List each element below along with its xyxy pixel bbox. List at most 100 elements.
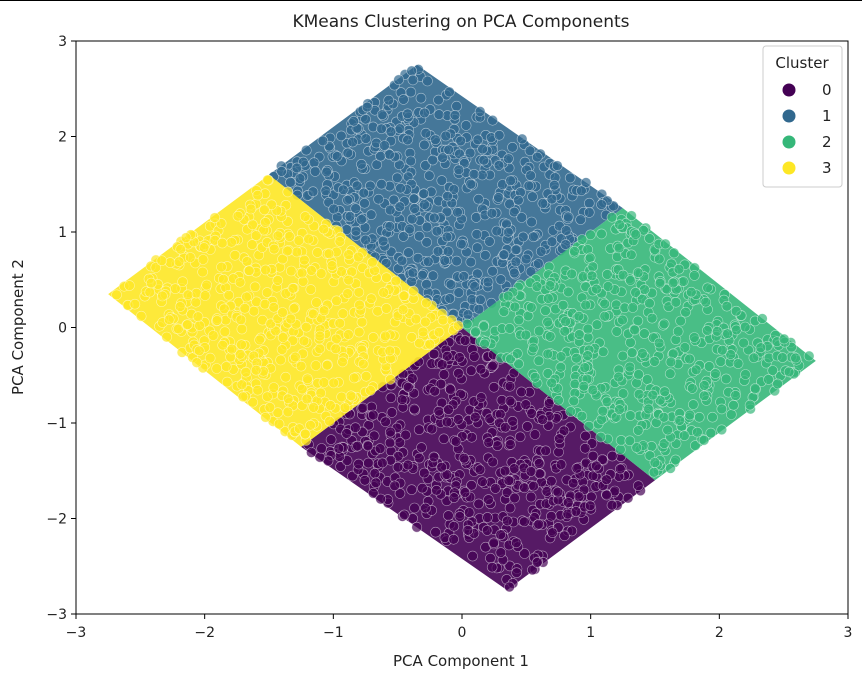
scatter-point <box>438 369 450 380</box>
scatter-point <box>433 326 445 338</box>
scatter-point <box>790 352 801 364</box>
scatter-point <box>436 461 448 473</box>
scatter-point <box>365 209 377 220</box>
scatter-point <box>276 344 288 355</box>
scatter-point <box>472 268 483 280</box>
scatter-point <box>547 527 558 539</box>
scatter-point <box>562 286 574 298</box>
scatter-point <box>483 494 494 505</box>
scatter-point <box>606 499 618 511</box>
scatter-point <box>495 529 507 541</box>
scatter-point <box>150 262 162 273</box>
scatter-point <box>334 317 346 329</box>
scatter-point <box>261 287 273 298</box>
scatter-point <box>626 210 637 221</box>
scatter-point <box>427 154 439 166</box>
scatter-point <box>248 305 260 317</box>
scatter-point <box>528 342 539 354</box>
scatter-point <box>625 410 636 421</box>
scatter-point <box>690 364 702 376</box>
scatter-point <box>487 265 498 277</box>
scatter-point <box>324 415 335 427</box>
scatter-point <box>576 410 588 422</box>
scatter-point <box>399 509 410 521</box>
scatter-point <box>291 162 303 174</box>
scatter-point <box>318 305 330 317</box>
scatter-point <box>260 217 271 228</box>
scatter-point <box>595 431 607 443</box>
scatter-point <box>448 533 459 545</box>
scatter-point <box>451 255 462 267</box>
scatter-point <box>232 210 244 222</box>
scatter-point <box>540 305 551 317</box>
scatter-point <box>614 404 625 415</box>
scatter-point <box>350 225 362 237</box>
scatter-point <box>545 510 557 522</box>
scatter-point <box>639 284 650 295</box>
scatter-point <box>182 289 194 301</box>
scatter-point <box>725 349 737 360</box>
scatter-point <box>673 263 685 275</box>
scatter-point <box>282 406 294 418</box>
scatter-point <box>436 359 448 370</box>
scatter-point <box>763 374 774 385</box>
scatter-point <box>299 211 311 222</box>
scatter-point <box>331 295 342 307</box>
scatter-point <box>419 199 430 210</box>
scatter-point <box>417 269 428 281</box>
scatter-point <box>513 194 524 206</box>
scatter-point <box>350 203 362 214</box>
scatter-point <box>334 236 346 247</box>
scatter-point <box>559 530 570 542</box>
window-top-border <box>0 0 862 1</box>
scatter-point <box>385 126 397 137</box>
scatter-point <box>454 511 466 522</box>
scatter-point <box>241 291 252 303</box>
scatter-point <box>161 331 172 343</box>
scatter-point <box>411 521 423 533</box>
scatter-point <box>369 468 381 479</box>
scatter-point <box>277 253 288 265</box>
scatter-point <box>173 256 185 268</box>
scatter-point <box>728 399 739 411</box>
scatter-point <box>407 74 419 86</box>
scatter-point <box>309 166 321 177</box>
scatter-point <box>308 157 320 168</box>
scatter-point <box>367 409 379 421</box>
scatter-point <box>459 335 471 346</box>
scatter-point <box>211 315 223 326</box>
legend-marker <box>782 83 796 97</box>
scatter-point <box>487 360 498 372</box>
scatter-point <box>350 422 361 434</box>
scatter-point <box>504 395 516 407</box>
scatter-point <box>462 524 474 536</box>
scatter-point <box>469 281 481 292</box>
scatter-point <box>488 537 500 549</box>
scatter-point <box>421 297 432 309</box>
scatter-point <box>484 236 495 247</box>
scatter-point <box>582 350 593 361</box>
scatter-point <box>483 437 495 448</box>
scatter-point <box>385 426 396 438</box>
scatter-point <box>431 225 443 237</box>
scatter-point <box>192 311 204 323</box>
scatter-point <box>394 437 406 448</box>
scatter-point <box>465 256 477 268</box>
scatter-point <box>803 350 815 362</box>
scatter-point <box>573 329 585 340</box>
scatter-point <box>546 193 558 205</box>
scatter-point <box>597 346 609 358</box>
scatter-point <box>649 356 660 367</box>
scatter-point <box>468 169 480 180</box>
scatter-point <box>402 381 414 393</box>
scatter-point <box>318 223 330 235</box>
scatter-point <box>738 337 749 349</box>
scatter-point <box>516 212 528 223</box>
scatter-point <box>698 390 710 402</box>
series-cluster-3 <box>108 174 464 447</box>
scatter-point <box>452 207 463 218</box>
scatter-point <box>463 507 475 518</box>
scatter-point <box>533 458 545 469</box>
scatter-point <box>583 420 595 432</box>
scatter-point <box>526 408 538 419</box>
